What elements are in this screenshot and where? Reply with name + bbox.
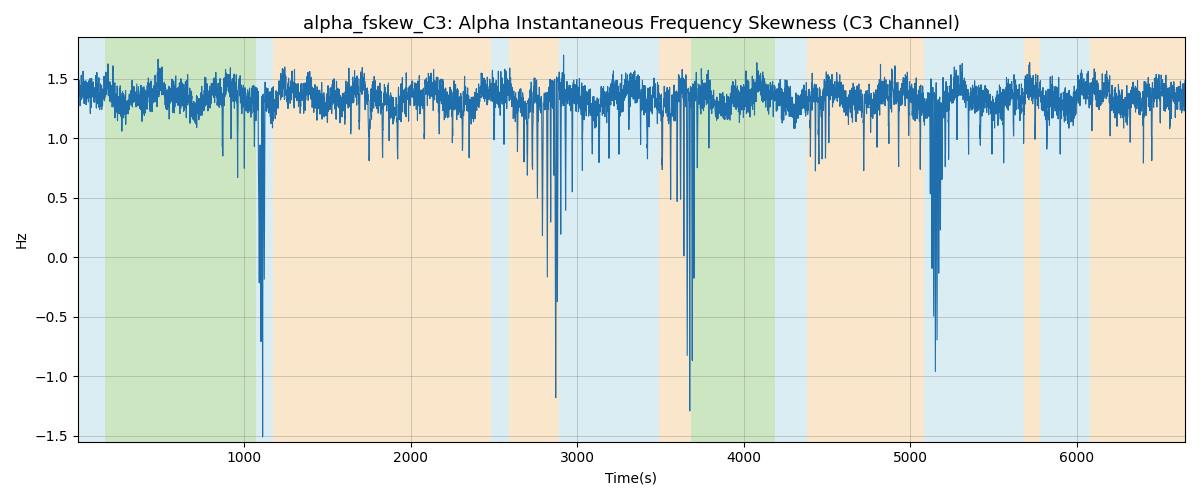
Bar <box>690 38 775 442</box>
Bar <box>1040 38 1090 442</box>
Bar <box>272 38 491 442</box>
X-axis label: Time(s): Time(s) <box>606 471 658 485</box>
Y-axis label: Hz: Hz <box>14 230 29 248</box>
Bar <box>1090 38 1184 442</box>
Bar <box>924 38 1024 442</box>
Bar <box>559 38 659 442</box>
Bar <box>78 38 106 442</box>
Bar <box>775 38 808 442</box>
Bar <box>659 38 690 442</box>
Bar <box>106 38 256 442</box>
Bar <box>491 38 509 442</box>
Bar <box>1024 38 1040 442</box>
Bar <box>808 38 924 442</box>
Title: alpha_fskew_C3: Alpha Instantaneous Frequency Skewness (C3 Channel): alpha_fskew_C3: Alpha Instantaneous Freq… <box>302 15 960 34</box>
Bar <box>509 38 559 442</box>
Bar <box>256 38 272 442</box>
